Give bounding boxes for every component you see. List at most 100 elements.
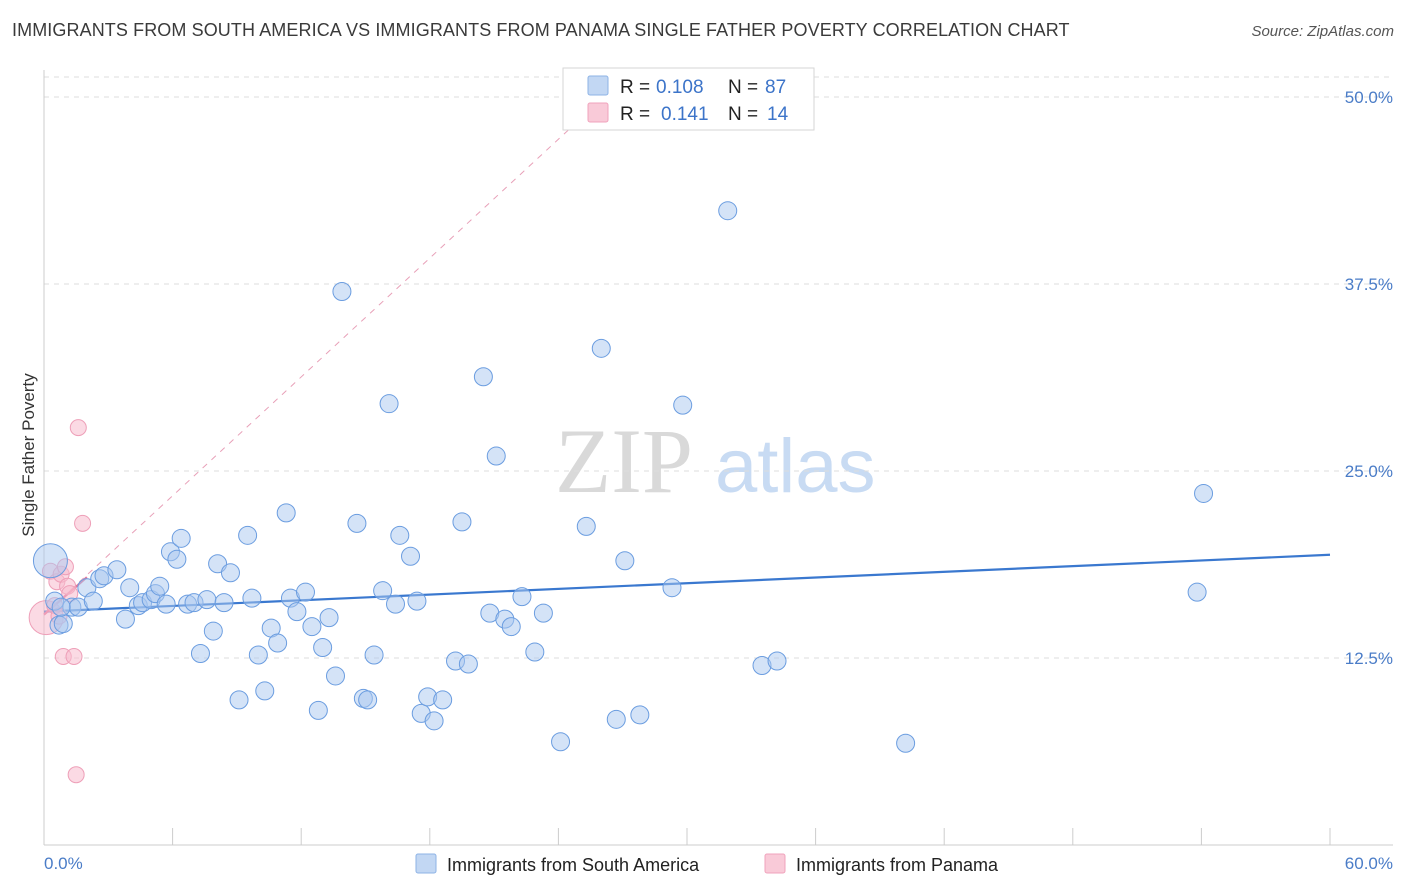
trend-lines xyxy=(43,119,1331,616)
south-america-point-20 xyxy=(167,549,187,569)
legend-swatch-panama xyxy=(587,102,609,123)
south-america-point-54 xyxy=(390,525,410,545)
south-america-point-36 xyxy=(268,633,288,653)
south-america-point-26 xyxy=(203,621,223,641)
series-legend-label-panama: Immigrants from Panama xyxy=(796,855,999,875)
panama-point-10 xyxy=(65,648,83,666)
south-america-point-53 xyxy=(386,594,406,614)
y-tick-label-1: 25.0% xyxy=(1345,462,1393,481)
south-america-point-69 xyxy=(512,587,532,607)
y-tick-label-3: 50.0% xyxy=(1345,88,1393,107)
gridlines xyxy=(44,76,1393,659)
south-america-point-72 xyxy=(551,732,571,752)
legend-n-value-2: 14 xyxy=(767,104,789,125)
south-america-point-46 xyxy=(332,281,352,301)
south-america-point-50 xyxy=(364,645,384,665)
south-america-point-33 xyxy=(248,645,268,665)
series-legend-label-south-america: Immigrants from South America xyxy=(447,855,700,875)
south-america-point-59 xyxy=(424,711,444,731)
south-america-point-70 xyxy=(525,642,545,662)
panama-point-13 xyxy=(74,514,92,532)
series-legend: Immigrants from South America Immigrants… xyxy=(415,853,999,875)
south-america-point-24 xyxy=(190,644,210,664)
watermark-zip: ZIP xyxy=(555,410,693,512)
y-axis-label: Single Father Poverty xyxy=(19,373,38,537)
south-america-point-64 xyxy=(473,367,493,387)
source-label: Source: ZipAtlas.com xyxy=(1251,23,1394,40)
chart-title: IMMIGRANTS FROM SOUTH AMERICA VS IMMIGRA… xyxy=(12,20,1070,40)
south-america-point-34 xyxy=(255,681,275,701)
south-america-trend-line xyxy=(43,553,1331,613)
south-america-point-47 xyxy=(347,513,367,533)
south-america-point-55 xyxy=(401,546,421,566)
legend-r-label-2: R = xyxy=(620,104,650,125)
south-america-point-80 xyxy=(718,201,738,221)
south-america-point-82 xyxy=(767,651,787,671)
legend-r-value-1: 0.108 xyxy=(656,77,704,98)
south-america-point-28 xyxy=(214,593,234,613)
south-america-points xyxy=(32,201,1214,753)
south-america-point-17 xyxy=(150,576,170,596)
south-america-point-56 xyxy=(407,591,427,611)
series-legend-swatch-panama xyxy=(764,853,786,874)
legend-n-label-2: N = xyxy=(728,104,758,125)
panama-point-11 xyxy=(67,766,85,784)
south-america-point-25 xyxy=(197,590,217,610)
panama-point-12 xyxy=(69,419,87,437)
south-america-point-49 xyxy=(358,690,378,710)
legend-r-label-1: R = xyxy=(620,77,650,98)
legend-r-value-2: 0.141 xyxy=(661,104,709,125)
south-america-point-84 xyxy=(1187,582,1207,602)
watermark-atlas: atlas xyxy=(715,424,876,509)
y-tick-label-0: 12.5% xyxy=(1345,649,1393,668)
south-america-point-42 xyxy=(308,700,328,720)
south-america-point-86 xyxy=(51,597,71,617)
south-america-point-77 xyxy=(630,705,650,725)
south-america-point-39 xyxy=(287,602,307,622)
axes xyxy=(43,70,1393,846)
south-america-point-83 xyxy=(896,733,916,753)
south-america-point-79 xyxy=(673,395,693,415)
south-america-point-68 xyxy=(501,617,521,637)
south-america-point-52 xyxy=(379,394,399,414)
south-america-point-41 xyxy=(302,617,322,637)
south-america-point-45 xyxy=(325,666,345,686)
south-america-point-0 xyxy=(32,543,68,579)
south-america-point-7 xyxy=(83,591,103,611)
south-america-point-76 xyxy=(615,551,635,571)
south-america-point-30 xyxy=(229,690,249,710)
legend-n-label-1: N = xyxy=(728,77,758,98)
south-america-point-71 xyxy=(533,603,553,623)
south-america-point-74 xyxy=(591,338,611,358)
south-america-point-63 xyxy=(458,654,478,674)
y-tick-label-2: 37.5% xyxy=(1345,275,1393,294)
south-america-point-21 xyxy=(171,528,191,548)
panama-trend-extension xyxy=(43,119,581,615)
x-tick-label-right: 60.0% xyxy=(1345,854,1393,873)
south-america-point-66 xyxy=(486,446,506,466)
south-america-point-3 xyxy=(53,614,73,634)
south-america-point-10 xyxy=(107,560,127,580)
x-tick-label-left: 0.0% xyxy=(44,854,83,873)
south-america-point-12 xyxy=(120,578,140,598)
south-america-point-73 xyxy=(576,516,596,536)
south-america-point-60 xyxy=(433,690,453,710)
south-america-point-78 xyxy=(662,578,682,598)
legend-swatch-south-america xyxy=(587,75,609,96)
south-america-point-32 xyxy=(242,588,262,608)
south-america-point-62 xyxy=(452,512,472,532)
south-america-point-44 xyxy=(319,608,339,628)
stats-legend: R = 0.108 N = 87 R = 0.141 N = 14 xyxy=(562,67,815,131)
south-america-point-85 xyxy=(1194,483,1214,503)
series-legend-swatch-south-america xyxy=(415,853,437,874)
south-america-point-51 xyxy=(373,581,393,601)
south-america-point-75 xyxy=(606,709,626,729)
south-america-point-43 xyxy=(313,638,333,658)
legend-n-value-1: 87 xyxy=(765,77,786,98)
x-ticks xyxy=(172,828,1331,845)
south-america-point-40 xyxy=(295,582,315,602)
south-america-point-11 xyxy=(115,609,135,629)
south-america-point-29 xyxy=(220,563,240,583)
y-tick-labels: 12.5% 25.0% 37.5% 50.0% xyxy=(1345,88,1393,668)
